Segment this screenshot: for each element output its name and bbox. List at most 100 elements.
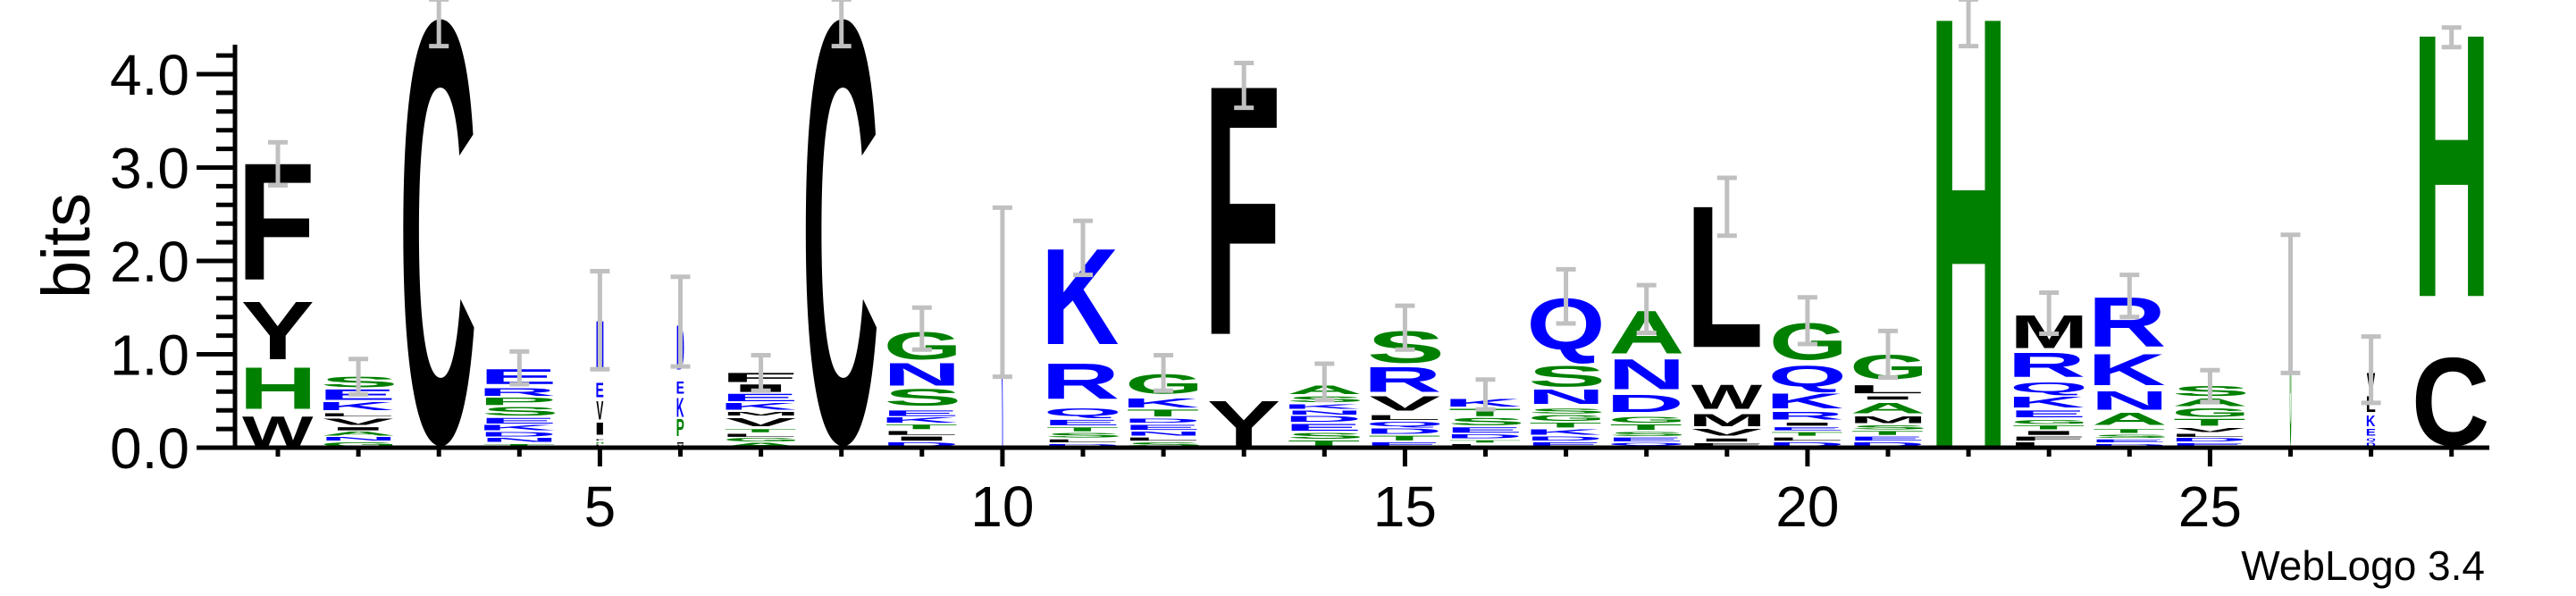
letter-T-pos-20: T	[1771, 431, 1843, 437]
y-tick-label: 4.0	[110, 43, 189, 107]
error-bar-pos-26	[2280, 232, 2301, 375]
stack-pos-3: C	[399, 0, 477, 568]
letter-H-pos-5: H	[596, 441, 605, 444]
letter-S-pos-11: S	[1045, 432, 1122, 439]
error-bar-pos-13	[1234, 60, 1254, 111]
letter-M-pos-21: M	[1849, 414, 1927, 424]
letter-K-pos-9: K	[880, 416, 959, 424]
stack-pos-26: G	[2290, 264, 2292, 487]
stack-pos-23: LFITGEKQRM	[2007, 306, 2089, 448]
letter-M-pos-7: M	[722, 411, 801, 416]
letter-E-pos-4: E	[479, 416, 558, 425]
letter-Q-pos-20: Q	[1768, 359, 1847, 392]
error-bar-pos-15	[1395, 303, 1415, 352]
letter-S-pos-9: S	[884, 384, 961, 411]
error-bar-pos-5	[590, 268, 610, 372]
x-tick-label: 25	[2178, 474, 2242, 539]
letter-A-pos-24: A	[2092, 409, 2168, 428]
stack-pos-4: TNDKESPRE	[477, 365, 559, 447]
letter-P-pos-4: P	[478, 395, 557, 407]
letter-Q-pos-18: Q	[1607, 442, 1686, 447]
error-bar-pos-6	[670, 274, 691, 369]
letter-G-pos-18: G	[1608, 416, 1687, 424]
error-bar-pos-23	[2039, 290, 2060, 337]
error-bar-pos-19	[1716, 175, 1737, 239]
letter-C-pos-3: C	[399, 0, 477, 568]
letter-H-pos-22: H	[1929, 0, 2008, 578]
letter-R-pos-24: R	[2087, 282, 2166, 361]
stack-pos-28: CH	[2412, 0, 2491, 472]
letter-D-pos-14: D	[1284, 415, 1363, 424]
x-tick-label: 15	[1373, 474, 1437, 539]
letter-T-pos-18: T	[1609, 423, 1682, 432]
letter-K-pos-2: K	[316, 399, 395, 413]
error-bar-pos-10	[992, 205, 1012, 380]
letter-L-pos-11: L	[1041, 439, 1120, 443]
letter-K-pos-12: K	[1121, 396, 1200, 410]
letter-D-pos-12: D	[1122, 417, 1201, 424]
letter-N-pos-18: N	[1607, 350, 1686, 399]
letter-K-pos-4: K	[477, 424, 556, 432]
error-bar-pos-28	[2441, 25, 2462, 50]
letter-N-pos-12: N	[1124, 431, 1203, 437]
letter-T-pos-11: T	[1046, 426, 1119, 432]
y-ticks: 0.0 1.0 2.0 3.0 4.0	[110, 43, 235, 481]
letter-Y-pos-1: Y	[241, 284, 315, 377]
letter-D-pos-16: D	[1445, 433, 1523, 440]
letter-I-pos-5: I	[593, 419, 606, 439]
letter-G-pos-25: G	[2171, 406, 2250, 420]
error-bar-pos-22	[1959, 0, 1979, 49]
error-bar-pos-12	[1154, 353, 1174, 393]
letter-E-pos-11: E	[1042, 418, 1120, 427]
letter-T-pos-12: T	[1127, 407, 1199, 418]
letter-S-pos-12: S	[1125, 441, 1203, 448]
letter-V-pos-25: V	[2174, 427, 2245, 433]
letter-D-pos-25: D	[2169, 438, 2248, 443]
letter-F-pos-23: F	[2008, 435, 2086, 441]
letter-E-pos-21: E	[1847, 435, 1926, 441]
letter-N-pos-4: N	[480, 437, 558, 443]
letter-E-pos-24: E	[2089, 439, 2168, 443]
letter-E-pos-25: E	[2169, 442, 2248, 448]
letter-R-pos-23: R	[2007, 346, 2085, 384]
letter-E-pos-12: E	[1123, 424, 1202, 432]
error-bar-pos-21	[1878, 328, 1898, 381]
letter-E-pos-18: E	[1606, 436, 1684, 442]
letter-N-pos-2: N	[319, 437, 398, 442]
letter-T-pos-14: T	[1288, 439, 1360, 449]
y-axis-label: bits	[29, 193, 105, 298]
letter-D-pos-24: D	[2089, 443, 2168, 447]
letter-G-pos-2: G	[320, 441, 399, 448]
x-tick-label: 10	[970, 474, 1034, 539]
letter-L-pos-15: L	[1364, 414, 1442, 422]
letter-T-pos-15: T	[1368, 434, 1440, 441]
letter-G-pos-7: G	[723, 438, 801, 443]
letter-D-pos-4: D	[479, 431, 558, 438]
error-bar-pos-11	[1073, 218, 1093, 278]
letter-V-pos-5: V	[596, 395, 603, 425]
letter-A-pos-2: A	[321, 431, 397, 437]
error-bar-pos-3	[429, 0, 449, 49]
error-bar-pos-27	[2361, 334, 2381, 406]
letter-K-pos-27: K	[2366, 413, 2376, 431]
letter-N-pos-24: N	[2090, 385, 2169, 415]
letter-D-pos-11: D	[1042, 443, 1120, 447]
letter-N-pos-9: N	[883, 357, 961, 392]
letter-T-pos-23: T	[2012, 424, 2085, 431]
letter-A-pos-21: A	[1850, 400, 1926, 416]
letter-E-pos-15: E	[1364, 441, 1443, 448]
letter-E-pos-9: E	[881, 408, 960, 417]
letter-E-pos-14: E	[1284, 422, 1363, 432]
letter-I-pos-23: I	[2010, 430, 2088, 436]
letter-I-pos-9: I	[882, 435, 961, 441]
letter-stacks: WHYFGNAIVLKESCTNDKESPRELHFIVENVIPKEDAGLT…	[237, 0, 2491, 578]
letter-Q-pos-11: Q	[1044, 407, 1122, 419]
error-bar-pos-20	[1797, 295, 1817, 347]
letter-M-pos-19: M	[1688, 411, 1766, 430]
letter-P-pos-6: P	[676, 413, 684, 441]
y-tick-label: 1.0	[110, 323, 189, 388]
y-tick-label: 2.0	[110, 230, 189, 294]
letter-T-pos-25: T	[2173, 416, 2245, 427]
letter-F-pos-19: F	[1686, 442, 1765, 448]
